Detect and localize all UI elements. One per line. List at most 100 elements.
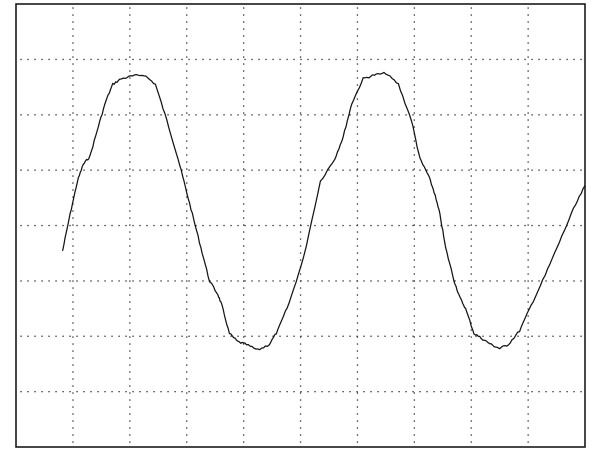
grid-dot-vertical <box>129 49 131 51</box>
grid-dot-horizontal <box>111 169 113 171</box>
grid-dot-vertical <box>356 378 359 380</box>
grid-dot-vertical <box>186 273 188 275</box>
grid-dot-vertical <box>243 329 245 331</box>
grid-dot-horizontal <box>111 335 113 337</box>
grid-dot-horizontal <box>503 114 505 116</box>
grid-dot-vertical <box>243 266 245 268</box>
grid-dot-horizontal <box>223 114 225 116</box>
grid-dot-horizontal <box>405 335 407 337</box>
grid-dot-vertical <box>72 28 74 30</box>
grid-dot-vertical <box>527 378 529 380</box>
grid-dot-vertical <box>413 140 415 142</box>
grid-dot-vertical <box>72 42 74 44</box>
grid-dot-vertical <box>186 315 188 317</box>
grid-dot-horizontal <box>412 169 414 171</box>
grid-dot-horizontal <box>300 224 302 227</box>
grid-dot-horizontal <box>321 224 323 227</box>
grid-dot-horizontal <box>405 169 407 171</box>
grid-dot-vertical <box>356 126 359 128</box>
grid-dot-horizontal <box>321 114 323 116</box>
grid-dot-horizontal <box>27 280 29 282</box>
grid-dot-horizontal <box>20 224 22 227</box>
grid-dot-horizontal <box>160 280 162 282</box>
grid-dot-horizontal <box>398 169 400 171</box>
grid-dot-horizontal <box>412 335 414 337</box>
grid-dot-horizontal <box>209 114 211 116</box>
grid-dot-horizontal <box>517 391 519 393</box>
grid-dot-horizontal <box>475 280 477 282</box>
grid-dot-vertical <box>470 252 472 254</box>
grid-dot-vertical <box>356 245 359 247</box>
grid-dot-vertical <box>243 280 245 282</box>
grid-dot-horizontal <box>286 391 288 393</box>
grid-dot-horizontal <box>356 280 358 282</box>
grid-dot-vertical <box>129 182 131 184</box>
grid-dot-vertical <box>356 231 359 233</box>
grid-dot-horizontal <box>90 335 92 337</box>
grid-dot-horizontal <box>426 391 428 393</box>
grid-dot-vertical <box>129 224 131 226</box>
grid-dot-horizontal <box>293 391 295 393</box>
grid-dot-horizontal <box>139 391 141 393</box>
grid-dot-vertical <box>527 420 529 422</box>
grid-dot-horizontal <box>160 335 162 337</box>
grid-dot-horizontal <box>461 280 463 282</box>
grid-dot-vertical <box>470 231 472 233</box>
grid-dot-horizontal <box>272 391 274 393</box>
grid-dot-horizontal <box>258 58 260 61</box>
grid-dot-horizontal <box>83 224 85 227</box>
grid-dot-horizontal <box>398 391 400 393</box>
grid-dot-vertical <box>470 350 472 352</box>
grid-dot-horizontal <box>279 114 281 116</box>
grid-dot-horizontal <box>447 169 449 171</box>
grid-dot-horizontal <box>461 391 463 393</box>
grid-dot-horizontal <box>139 280 141 282</box>
grid-dot-horizontal <box>468 224 470 227</box>
grid-dot-vertical <box>186 105 188 107</box>
grid-dot-horizontal <box>251 169 253 171</box>
grid-dot-horizontal <box>468 58 470 61</box>
grid-dot-vertical <box>129 84 131 86</box>
grid-dot-vertical <box>470 147 472 149</box>
grid-dot-vertical <box>299 371 302 373</box>
grid-dot-vertical <box>186 63 188 65</box>
grid-dot-vertical <box>72 140 74 142</box>
grid-dot-horizontal <box>524 224 526 227</box>
grid-dot-vertical <box>243 126 245 128</box>
grid-dot-horizontal <box>300 58 302 61</box>
grid-dot-vertical <box>470 217 472 219</box>
grid-dot-vertical <box>470 189 472 191</box>
grid-dot-vertical <box>356 154 359 156</box>
grid-dot-horizontal <box>216 280 218 282</box>
grid-dot-horizontal <box>230 391 232 393</box>
grid-dot-horizontal <box>48 335 50 337</box>
grid-dot-horizontal <box>384 335 386 337</box>
grid-dot-vertical <box>470 161 472 163</box>
grid-dot-vertical <box>299 14 302 16</box>
grid-dot-horizontal <box>174 169 176 171</box>
grid-dot-horizontal <box>328 335 330 337</box>
grid-dot-vertical <box>186 266 188 268</box>
grid-dot-horizontal <box>538 335 540 337</box>
grid-dot-vertical <box>129 371 131 373</box>
grid-dot-vertical <box>243 385 245 387</box>
grid-dot-vertical <box>129 322 131 324</box>
grid-dot-vertical <box>186 126 188 128</box>
grid-dot-vertical <box>527 189 529 191</box>
grid-dot-vertical <box>72 14 74 16</box>
grid-dot-vertical <box>527 14 529 16</box>
grid-dot-vertical <box>72 217 74 219</box>
grid-dot-vertical <box>527 336 529 338</box>
grid-dot-horizontal <box>482 335 484 337</box>
grid-dot-horizontal <box>272 169 274 171</box>
grid-dot-horizontal <box>293 224 295 227</box>
grid-dot-horizontal <box>349 169 351 171</box>
grid-dot-horizontal <box>195 169 197 171</box>
grid-dot-vertical <box>186 336 188 338</box>
grid-dot-vertical <box>186 70 188 72</box>
grid-dot-horizontal <box>426 335 428 337</box>
grid-dot-vertical <box>356 252 359 254</box>
grid-dot-vertical <box>470 49 472 51</box>
grid-dot-vertical <box>470 266 472 268</box>
grid-dot-horizontal <box>104 280 106 282</box>
